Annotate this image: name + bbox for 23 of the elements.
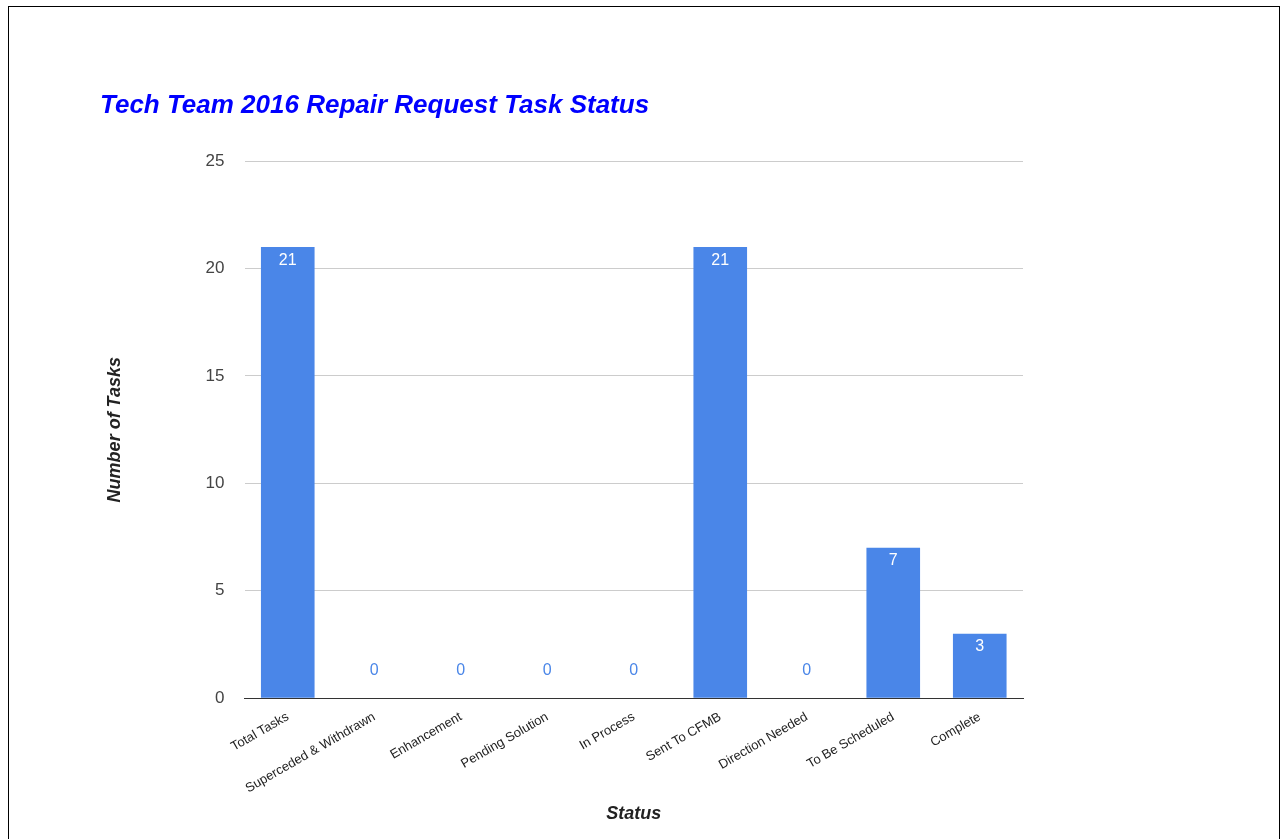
y-tick-label: 20 xyxy=(205,258,225,278)
data-label: 0 xyxy=(542,660,552,678)
data-label: 21 xyxy=(711,250,730,268)
bar xyxy=(693,247,748,698)
data-label: 0 xyxy=(802,660,812,678)
chart-title: Tech Team 2016 Repair Request Task Status xyxy=(100,88,650,119)
y-axis-title: Number of Tasks xyxy=(103,357,124,503)
y-tick-label: 25 xyxy=(205,150,225,170)
y-tick-label: 0 xyxy=(215,687,225,707)
data-label: 0 xyxy=(629,660,639,678)
x-tick-label: Total Tasks xyxy=(228,708,292,754)
y-tick-label: 15 xyxy=(205,365,225,385)
bar xyxy=(866,547,921,698)
y-tick-label: 5 xyxy=(215,580,225,600)
data-label: 21 xyxy=(278,250,297,268)
data-label: 0 xyxy=(369,660,379,678)
data-label: 0 xyxy=(456,660,466,678)
bar xyxy=(952,633,1007,698)
bar xyxy=(260,247,315,698)
y-tick-label: 10 xyxy=(205,473,225,493)
x-axis-title: Status xyxy=(606,803,662,824)
data-label: 7 xyxy=(888,551,898,569)
data-label: 3 xyxy=(975,637,985,655)
